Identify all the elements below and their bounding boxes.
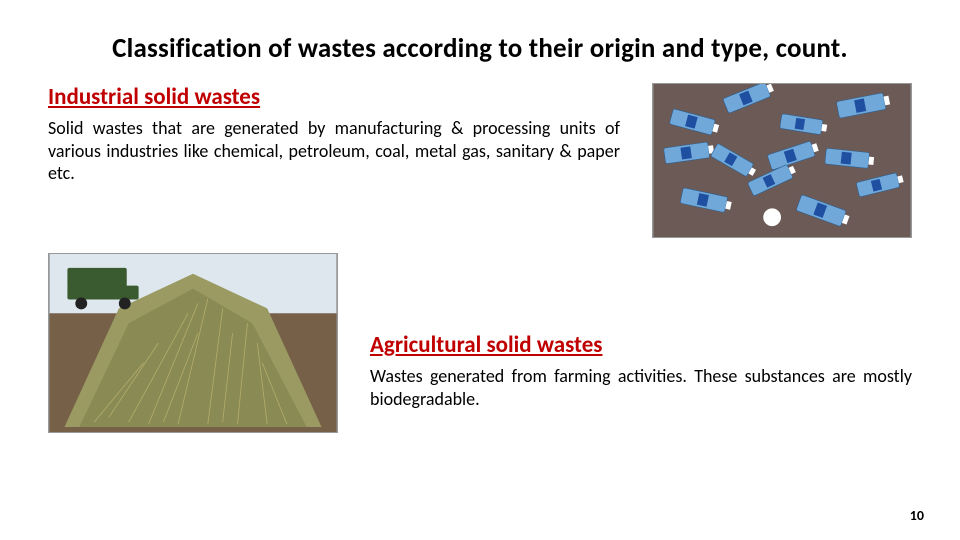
agricultural-body: Wastes generated from farming activities… (370, 365, 912, 410)
agricultural-heading: Agricultural solid wastes (370, 331, 912, 359)
industrial-text-col: Industrial solid wastes Solid wastes tha… (48, 83, 620, 185)
page-number: 10 (910, 507, 924, 524)
slide-title: Classification of wastes according to th… (48, 32, 912, 65)
industrial-image-col (652, 83, 912, 243)
agricultural-text-col: Agricultural solid wastes Wastes generat… (370, 253, 912, 410)
plastic-bottles-image (652, 83, 912, 238)
industrial-body: Solid wastes that are generated by manuf… (48, 117, 620, 185)
row-agricultural: Agricultural solid wastes Wastes generat… (48, 253, 912, 438)
agricultural-waste-image (48, 253, 338, 433)
agricultural-image-col (48, 253, 338, 438)
row-industrial: Industrial solid wastes Solid wastes tha… (48, 83, 912, 243)
industrial-heading: Industrial solid wastes (48, 83, 620, 111)
slide: Classification of wastes according to th… (0, 0, 960, 540)
